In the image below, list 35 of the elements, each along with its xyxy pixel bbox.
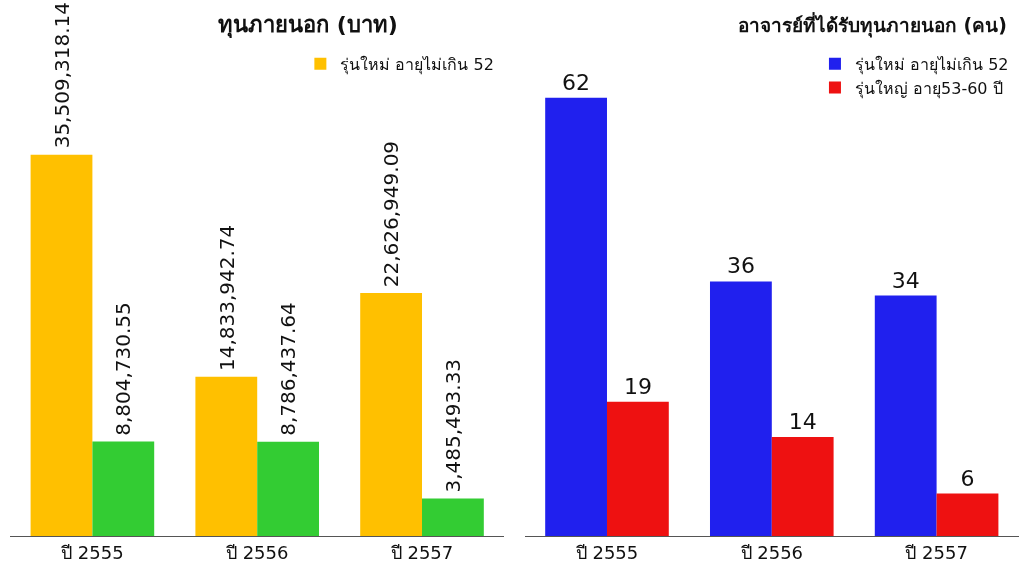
data-label: 22,626,949.09 [378,140,403,288]
legend-label: รุ่นใหม่ อายุไม่เกิน 52 [340,54,494,75]
x-tick-label: ปี 2557 [905,541,968,563]
bar [936,493,999,536]
bar [360,293,423,536]
bar [771,437,834,536]
bar [30,154,93,536]
data-label: 14 [788,409,817,435]
bar [709,281,772,536]
data-label: 8,804,730.55 [110,302,135,436]
data-label: 36 [726,253,755,279]
x-tick-label: ปี 2555 [575,541,639,563]
data-label: 8,786,437.64 [276,302,301,436]
data-label: 35,509,318.14 [49,2,74,149]
bar [422,498,484,536]
bar [92,441,155,536]
bar [606,401,669,536]
legend-label: รุ่นใหญ่ อายุ53-60 ปี [854,78,1003,99]
chart-title: อาจารย์ที่ได้รับทุนภายนอก (คน) [738,12,1007,38]
x-tick-label: ปี 2556 [740,541,804,563]
bar [545,97,607,536]
data-label: 14,833,942.74 [214,224,239,372]
bar [257,441,320,536]
data-label: 19 [623,373,652,399]
data-label: 6 [960,465,975,491]
x-tick-label: ปี 2557 [390,541,454,563]
bar [874,295,937,536]
bar [195,376,258,536]
x-tick-label: ปี 2556 [225,541,289,563]
data-label: 62 [562,69,591,95]
legend-label: รุ่นใหม่ อายุไม่เกิน 52 [854,54,1009,75]
data-label: 3,485,493.33 [441,358,466,493]
chart-title: ทุนภายนอก (บาท) [218,12,398,39]
data-label: 34 [891,267,920,293]
x-tick-label: ปี 2555 [61,541,124,563]
